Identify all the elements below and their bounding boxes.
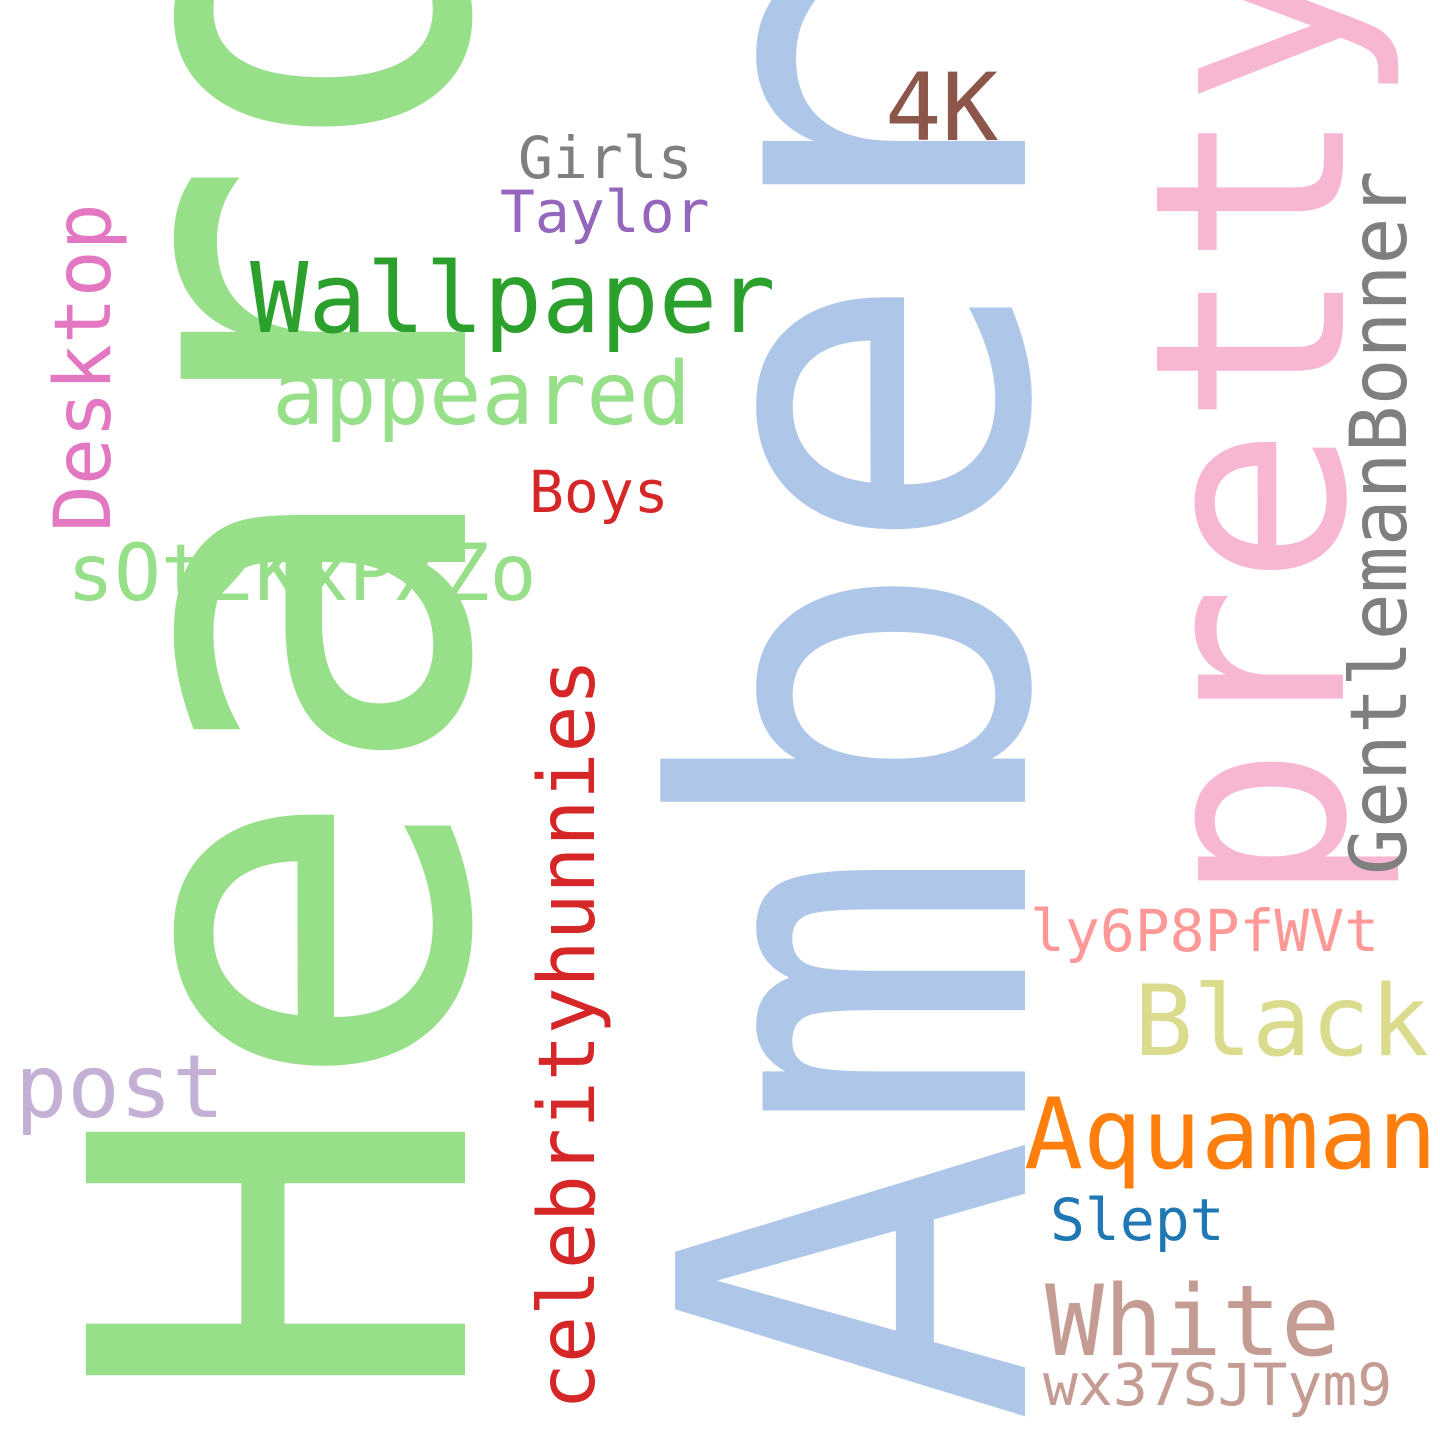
word-4k: 4K xyxy=(885,54,999,163)
word-celebrityhunnies: celebrityhunnies xyxy=(523,659,613,1410)
word-slept: Slept xyxy=(1050,1186,1225,1254)
word-post: post xyxy=(15,1036,225,1138)
word-white: White xyxy=(1045,1265,1340,1379)
word-taylor: Taylor xyxy=(500,178,710,246)
word-desktop: Desktop xyxy=(39,203,129,532)
word-black: Black xyxy=(1134,965,1429,1079)
word-gentlemanbonner: GentlemanBonner xyxy=(1335,171,1425,875)
word-girls: Girls xyxy=(518,124,693,192)
word-boys: Boys xyxy=(529,458,669,526)
word-aquaman: Aquaman xyxy=(1024,1078,1437,1192)
word-sot2kxpxzo: sOt2KxPXZo xyxy=(67,529,537,619)
word-heard: Heard xyxy=(0,0,588,1410)
word-pretty: pretty xyxy=(1098,0,1406,905)
word-wallpaper: Wallpaper xyxy=(250,242,776,355)
word-wx37sjtym9: wx37SJTym9 xyxy=(1043,1351,1392,1419)
word-appeared: appeared xyxy=(272,343,691,445)
word-ly6p8pfwvt: ly6P8PfWVt xyxy=(1030,897,1379,965)
word-amber: Amber xyxy=(580,0,1139,1425)
